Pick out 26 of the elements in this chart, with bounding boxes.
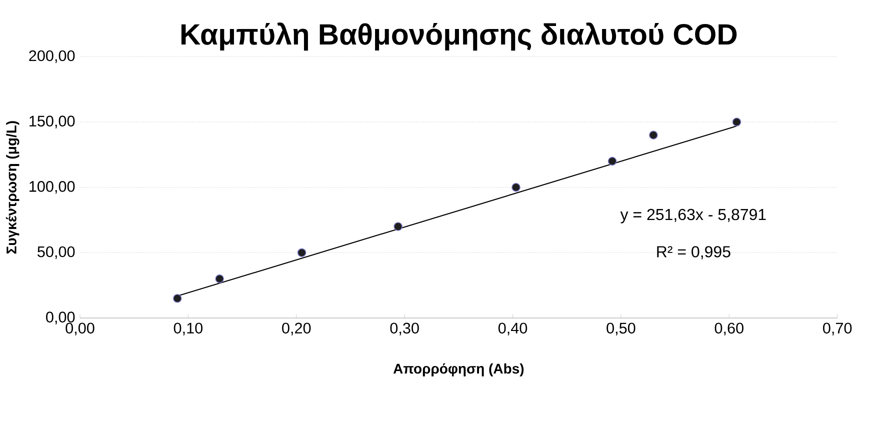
- annotation: R² = 0,995: [657, 246, 730, 260]
- point: [732, 118, 742, 126]
- y-tick-label: 50,00: [38, 246, 75, 260]
- point: [297, 248, 306, 258]
- y-tick-label: 100,00: [30, 181, 75, 194]
- x-tick-label: 0,70: [823, 322, 852, 336]
- point: [608, 156, 617, 166]
- point: [649, 130, 658, 140]
- y-tick-label: 150,00: [30, 116, 75, 128]
- x-tick-label: 0,00: [66, 322, 94, 336]
- y-tick-label: 0,00: [46, 312, 75, 324]
- x-tick-label: 0,20: [282, 322, 311, 336]
- x-axis-title: Απορρόφηση (Abs): [393, 363, 524, 376]
- point: [172, 294, 182, 303]
- point: [215, 274, 224, 284]
- x-tick-label: 0,30: [390, 322, 419, 336]
- point: [394, 222, 402, 231]
- y-tick-label: 200,00: [29, 50, 75, 64]
- x-tick-label: 0,10: [174, 322, 203, 336]
- chart-title: Καμπύλη Βαθμονόμησης διαλυτού COD: [181, 22, 737, 51]
- point: [512, 182, 520, 192]
- x-tick-label: 0,60: [714, 322, 744, 336]
- y-axis-title: Συγκέντρωση (μg/L): [6, 121, 20, 254]
- annotation: y = 251,63x - 5,8791: [620, 208, 766, 224]
- x-tick-label: 0,40: [498, 322, 528, 336]
- x-tick-label: 0,50: [606, 322, 636, 336]
